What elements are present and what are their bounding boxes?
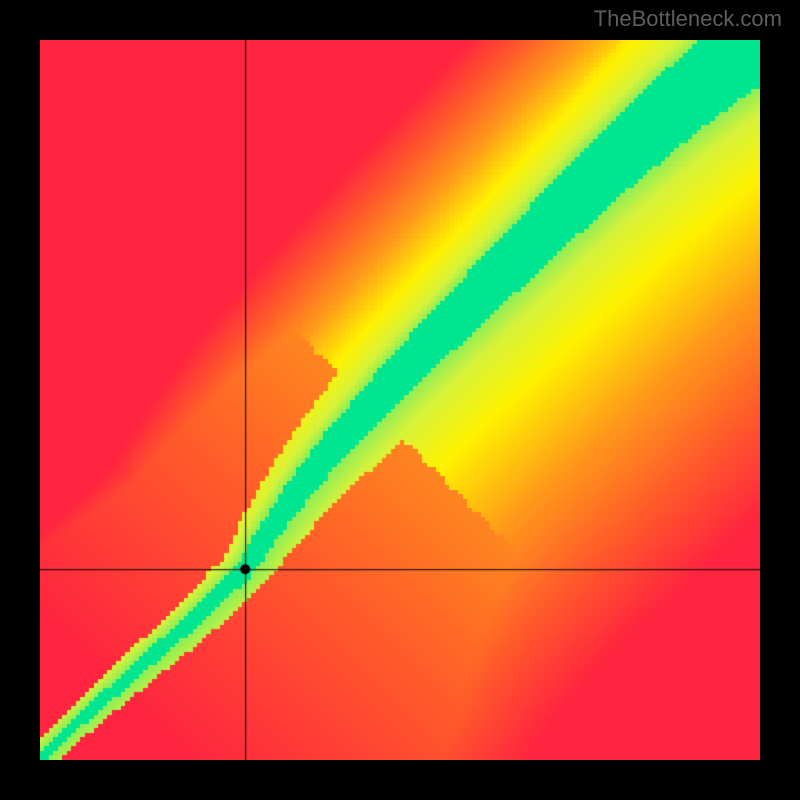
chart-frame: TheBottleneck.com bbox=[0, 0, 800, 800]
watermark-text: TheBottleneck.com bbox=[594, 6, 782, 32]
heatmap-canvas bbox=[40, 40, 760, 760]
heatmap-plot bbox=[40, 40, 760, 760]
